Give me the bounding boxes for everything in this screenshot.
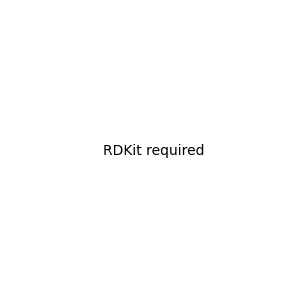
Text: RDKit required: RDKit required [103, 145, 205, 158]
